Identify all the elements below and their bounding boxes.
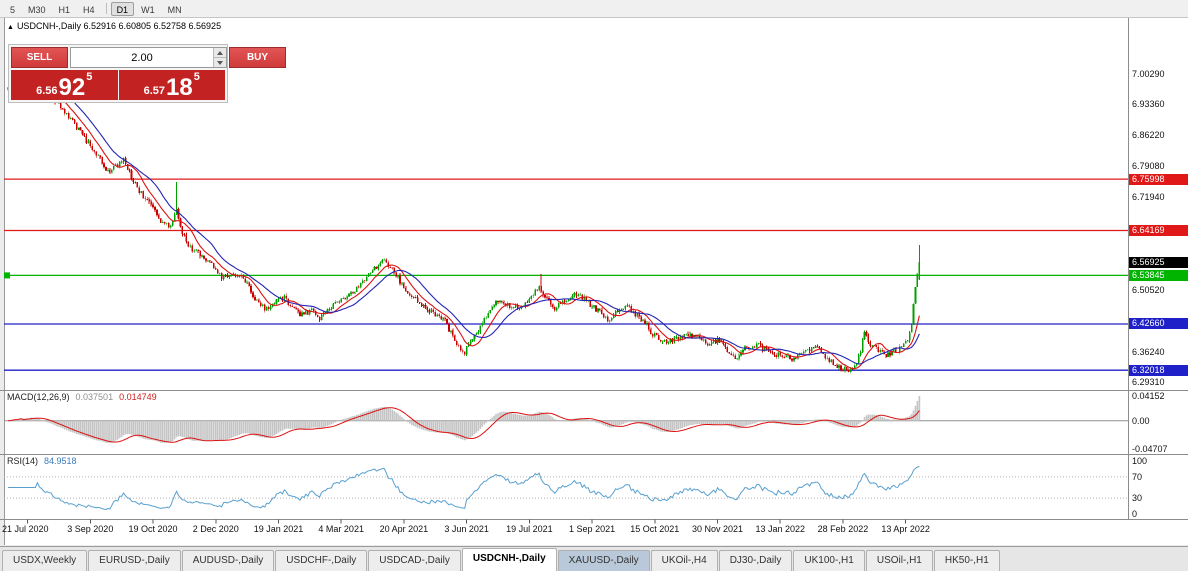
price-scale-tick: 6.93360 — [1132, 98, 1165, 109]
chart-tab-eurusd-daily[interactable]: EURUSD-,Daily — [88, 550, 181, 571]
date-label: 19 Jan 2021 — [253, 524, 304, 534]
price-scale-tick: 6.29310 — [1132, 377, 1165, 387]
rsi-scale-label: 100 — [1132, 456, 1148, 466]
date-label: 13 Jan 2022 — [755, 524, 805, 534]
candlestick-series — [7, 75, 921, 374]
rsi-scale-label: 30 — [1132, 493, 1143, 504]
date-axis-ticks — [27, 519, 907, 524]
arrow-down-icon — [217, 60, 223, 65]
chart-tab-dj30-daily[interactable]: DJ30-,Daily — [718, 550, 793, 571]
hline-left-handle[interactable] — [4, 272, 10, 279]
timeframe-button-MN[interactable]: MN — [167, 4, 182, 15]
price-scale-tick: 6.79080 — [1132, 160, 1165, 171]
chart-tab-usdchf-daily[interactable]: USDCHF-,Daily — [275, 550, 368, 571]
chart-tab-hk50-h1[interactable]: HK50-,H1 — [933, 550, 1000, 571]
volume-spinner — [213, 48, 226, 67]
timeframe-button-H1[interactable]: H1 — [58, 4, 71, 15]
chart-title: ▲ USDCNH-,Daily 6.52916 6.60805 6.52758 6… — [7, 21, 221, 31]
rsi-header: RSI(14) 84.9518 — [7, 456, 83, 466]
price-line-badge: 6.75998 — [1129, 173, 1188, 185]
date-label: 2 Dec 2020 — [192, 524, 239, 534]
buy-pipette: 5 — [193, 71, 200, 83]
sell-button[interactable]: SELL — [11, 47, 68, 68]
buy-pips: 18 — [166, 74, 193, 101]
chart-tab-audusd-daily[interactable]: AUDUSD-,Daily — [181, 550, 275, 571]
date-label: 28 Feb 2022 — [817, 524, 869, 534]
toolbar-divider — [105, 3, 107, 14]
macd-panel — [4, 396, 1128, 444]
date-label: 20 Apr 2021 — [379, 524, 429, 534]
macd-signal-value: 0.014749 — [119, 392, 157, 402]
timeframe-button-5[interactable]: 5 — [10, 4, 16, 15]
chart-tab-bar: USDX,Weekly EURUSD-,Daily AUDUSD-,Daily USD… — [0, 546, 1188, 571]
timeframe-button-D1[interactable]: D1 — [110, 1, 135, 16]
volume-input[interactable] — [71, 48, 213, 67]
current-price-badge: 6.56925 — [1129, 256, 1188, 268]
date-label: 4 Mar 2021 — [318, 524, 364, 534]
chart-background — [4, 18, 1188, 545]
buy-big-figure: 6.57 — [143, 85, 166, 97]
macd-scale-label: 0.00 — [1132, 415, 1150, 426]
ma-slow-line — [7, 75, 920, 365]
price-line-badge: 6.32018 — [1129, 364, 1188, 376]
macd-scale-label: 0.04152 — [1132, 391, 1165, 401]
date-label: 3 Jun 2021 — [444, 524, 489, 534]
chart-tab-xauusd-daily[interactable]: XAUUSD-,Daily — [557, 550, 650, 571]
volume-down-button[interactable] — [214, 57, 226, 67]
price-scale-tick: 6.36240 — [1132, 346, 1165, 357]
collapse-arrow-icon[interactable]: ▲ — [7, 24, 14, 31]
chart-tab-usoil-h1[interactable]: USOil-,H1 — [865, 550, 933, 571]
sell-pipette: 5 — [86, 71, 93, 83]
price-scale-tick: 6.86220 — [1132, 129, 1165, 140]
chart-tab-ukoil-h4[interactable]: UKOil-,H4 — [650, 550, 718, 571]
macd-name: MACD(12,26,9) — [7, 392, 70, 402]
price-scale-tick: 6.71940 — [1132, 191, 1165, 202]
buy-button[interactable]: BUY — [229, 47, 286, 68]
date-label: 30 Nov 2021 — [691, 524, 744, 534]
date-label: 19 Oct 2020 — [128, 524, 178, 534]
macd-header: MACD(12,26,9) 0.037501 0.014749 — [7, 392, 163, 402]
price-scale-tick: 7.00290 — [1132, 68, 1165, 79]
date-label: 3 Sep 2020 — [67, 524, 114, 534]
chart-tab-uk100-h1[interactable]: UK100-,H1 — [793, 550, 865, 571]
rsi-line — [8, 465, 920, 511]
date-label: 13 Apr 2022 — [881, 524, 930, 534]
volume-stepper — [70, 47, 227, 68]
price-line-badge: 6.42660 — [1129, 318, 1188, 330]
timeframe-button-W1[interactable]: W1 — [141, 4, 155, 15]
price-scale-tick: 6.50520 — [1132, 284, 1165, 295]
date-label: 1 Sep 2021 — [569, 524, 616, 534]
chart-tab-usdcad-daily[interactable]: USDCAD-,Daily — [368, 550, 461, 571]
panel-separators — [0, 18, 1188, 520]
sell-big-figure: 6.56 — [36, 85, 58, 97]
macd-main-value: 0.037501 — [75, 392, 114, 402]
date-label: 21 Jul 2020 — [2, 524, 49, 534]
chart-tab-usdcnh-daily[interactable]: USDCNH-,Daily — [461, 548, 557, 571]
rsi-panel — [4, 465, 1128, 511]
chart-title-text: USDCNH-,Daily 6.52916 6.60805 6.52758 6.… — [16, 21, 222, 31]
sell-price-display[interactable]: 6.56 92 5 — [11, 70, 118, 100]
chart-tab-usdx-weekly[interactable]: USDX,Weekly — [2, 550, 88, 571]
timeframe-toolbar: 5 M30 H1 H4 D1 W1 MN — [0, 0, 1188, 18]
ma-fast-line — [7, 79, 920, 370]
date-label: 15 Oct 2021 — [630, 524, 680, 534]
macd-scale-label: -0.04707 — [1132, 444, 1168, 454]
price-line-badge: 6.64169 — [1129, 225, 1188, 237]
macd-signal-line — [7, 407, 920, 443]
volume-up-button[interactable] — [214, 48, 226, 57]
rsi-value: 84.9518 — [44, 456, 77, 466]
price-line-badge: 6.53845 — [1129, 269, 1188, 281]
date-label: 19 Jul 2021 — [506, 524, 553, 534]
sell-pips: 92 — [58, 74, 86, 101]
rsi-name: RSI(14) — [7, 456, 39, 466]
timeframe-button-H4[interactable]: H4 — [83, 4, 95, 15]
timeframe-button-M30[interactable]: M30 — [28, 4, 46, 15]
arrow-up-icon — [217, 50, 223, 55]
buy-price-display[interactable]: 6.57 18 5 — [118, 70, 225, 101]
rsi-scale-label: 0 — [1132, 509, 1138, 519]
rsi-scale-label: 70 — [1132, 471, 1143, 482]
